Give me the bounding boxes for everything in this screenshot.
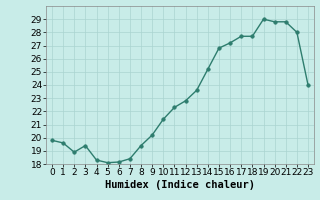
X-axis label: Humidex (Indice chaleur): Humidex (Indice chaleur) bbox=[105, 180, 255, 190]
